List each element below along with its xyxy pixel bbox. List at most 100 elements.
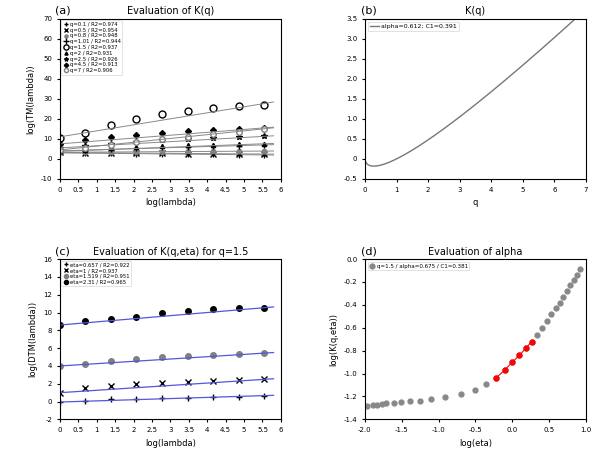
X-axis label: log(lambda): log(lambda) (145, 439, 196, 448)
eta=0.657 / R2=0.922 (133, 396, 140, 402)
Title: Evaluation of K(q): Evaluation of K(q) (127, 7, 214, 16)
q=7 / R2=0.906 (261, 126, 268, 131)
eta=1.519 / R2=0.951 (235, 351, 242, 357)
eta=0.657 / R2=0.922 (209, 394, 216, 400)
Text: (b): (b) (361, 6, 376, 16)
q=2.5 / R2=0.926 (235, 135, 242, 140)
Line: q=2 / R2=0.931: q=2 / R2=0.931 (58, 142, 266, 153)
eta=2.31 / R2=0.965 (133, 314, 140, 320)
Line: q=2.5 / R2=0.926: q=2.5 / R2=0.926 (57, 134, 267, 151)
Y-axis label: log(K(q,eta)): log(K(q,eta)) (329, 313, 338, 366)
Title: Evaluation of alpha: Evaluation of alpha (428, 247, 523, 257)
Line: q=1.5 / R2=0.937: q=1.5 / R2=0.937 (56, 101, 268, 141)
Legend: q=1.5 / alpha=0.675 / C1=0.381: q=1.5 / alpha=0.675 / C1=0.381 (368, 262, 469, 270)
q=0.1 / R2=0.974 (158, 151, 166, 157)
q=0.1 / R2=0.974 (261, 152, 268, 158)
q=7 / R2=0.906 (235, 129, 242, 135)
Line: q=1.01 / R2=0.944: q=1.01 / R2=0.944 (56, 141, 268, 154)
Line: q=7 / R2=0.906: q=7 / R2=0.906 (57, 126, 267, 153)
Line: eta=2.31 / R2=0.965: eta=2.31 / R2=0.965 (57, 305, 267, 328)
eta=2.31 / R2=0.965 (82, 319, 89, 324)
eta=0.657 / R2=0.922 (235, 394, 242, 399)
q=1.5 / R2=0.937 (209, 105, 216, 110)
q=0.1 / R2=0.974 (235, 152, 242, 158)
eta=1.519 / R2=0.951 (107, 358, 114, 363)
eta=1.519 / R2=0.951 (133, 356, 140, 362)
eta=1.519 / R2=0.951 (209, 352, 216, 358)
eta=2.31 / R2=0.965 (235, 305, 242, 311)
q=1.01 / R2=0.944 (235, 143, 242, 149)
Legend: q=0.1 / R2=0.974, q=0.5 / R2=0.954, q=0.8 / R2=0.948, q=1.01 / R2=0.944, q=1.5 /: q=0.1 / R2=0.974, q=0.5 / R2=0.954, q=0.… (62, 20, 123, 75)
q=2.5 / R2=0.926 (107, 141, 114, 147)
eta=0.657 / R2=0.922 (158, 395, 166, 401)
eta=1 / R2=0.937 (158, 380, 166, 386)
eta=2.31 / R2=0.965 (107, 316, 114, 322)
q=0.8 / R2=0.948 (158, 149, 166, 154)
q=1.01 / R2=0.944 (158, 144, 166, 150)
eta=1 / R2=0.937 (82, 385, 89, 391)
q=2.5 / R2=0.926 (184, 137, 191, 142)
q=0.8 / R2=0.948 (82, 149, 89, 155)
q=1.01 / R2=0.944 (261, 142, 268, 148)
q=0.5 / R2=0.954 (82, 150, 89, 156)
q=1.01 / R2=0.944 (82, 147, 89, 153)
Y-axis label: log(TM(lambda)): log(TM(lambda)) (26, 64, 35, 134)
Line: q=4.5 / R2=0.913: q=4.5 / R2=0.913 (58, 126, 266, 146)
q=2 / R2=0.931 (184, 143, 191, 148)
q=0.1 / R2=0.974 (209, 152, 216, 158)
q=4.5 / R2=0.913 (261, 125, 268, 130)
q=0.8 / R2=0.948 (261, 148, 268, 154)
Text: (a): (a) (56, 6, 71, 16)
q=1.5 / R2=0.937 (261, 102, 268, 108)
eta=1 / R2=0.937 (184, 379, 191, 385)
q=7 / R2=0.906 (158, 136, 166, 142)
q=2.5 / R2=0.926 (158, 137, 166, 143)
q=0.1 / R2=0.974 (56, 150, 63, 156)
eta=0.657 / R2=0.922 (82, 398, 89, 404)
q=2.5 / R2=0.926 (82, 143, 89, 149)
q=0.8 / R2=0.948 (184, 149, 191, 154)
q=2 / R2=0.931 (158, 144, 166, 149)
Legend: alpha=0.612; C1=0.391: alpha=0.612; C1=0.391 (368, 22, 459, 31)
eta=1 / R2=0.937 (261, 377, 268, 382)
q=0.5 / R2=0.954 (107, 151, 114, 156)
eta=1 / R2=0.937 (133, 381, 140, 387)
X-axis label: q: q (473, 198, 478, 207)
q=1.5 / R2=0.937 (82, 130, 89, 136)
q=2.5 / R2=0.926 (56, 145, 63, 151)
q=1.5 / R2=0.937 (56, 135, 63, 141)
eta=2.31 / R2=0.965 (209, 306, 216, 312)
q=4.5 / R2=0.913 (56, 141, 63, 147)
Text: (c): (c) (56, 246, 70, 256)
Text: (d): (d) (361, 246, 376, 256)
eta=1.519 / R2=0.951 (82, 362, 89, 367)
q=0.5 / R2=0.954 (56, 150, 63, 155)
q=2 / R2=0.931 (235, 142, 242, 147)
q=0.8 / R2=0.948 (209, 149, 216, 154)
q=0.5 / R2=0.954 (184, 151, 191, 157)
Legend: eta=0.657 / R2=0.922, eta=1 / R2=0.937, eta=1.519 / R2=0.951, eta=2.31 / R2=0.96: eta=0.657 / R2=0.922, eta=1 / R2=0.937, … (62, 260, 131, 286)
Line: q=0.1 / R2=0.974: q=0.1 / R2=0.974 (57, 150, 267, 158)
X-axis label: log(eta): log(eta) (459, 439, 492, 448)
eta=2.31 / R2=0.965 (158, 310, 166, 315)
q=1.01 / R2=0.944 (133, 145, 140, 151)
q=7 / R2=0.906 (209, 131, 216, 137)
Line: eta=0.657 / R2=0.922: eta=0.657 / R2=0.922 (57, 393, 267, 405)
q=0.5 / R2=0.954 (133, 151, 140, 156)
Line: q=0.8 / R2=0.948: q=0.8 / R2=0.948 (58, 149, 266, 154)
Title: Evaluation of K(q,eta) for q=1.5: Evaluation of K(q,eta) for q=1.5 (93, 247, 248, 257)
q=4.5 / R2=0.913 (184, 128, 191, 134)
eta=1.519 / R2=0.951 (56, 363, 63, 369)
q=7 / R2=0.906 (184, 134, 191, 140)
eta=0.657 / R2=0.922 (107, 397, 114, 402)
q=1.5 / R2=0.937 (158, 111, 166, 116)
q=0.5 / R2=0.954 (235, 151, 242, 157)
q=0.5 / R2=0.954 (261, 151, 268, 157)
eta=1.519 / R2=0.951 (184, 353, 191, 359)
q=1.01 / R2=0.944 (107, 146, 114, 152)
q=7 / R2=0.906 (56, 147, 63, 153)
q=4.5 / R2=0.913 (209, 127, 216, 133)
q=2 / R2=0.931 (82, 147, 89, 153)
q=0.8 / R2=0.948 (56, 150, 63, 155)
q=0.8 / R2=0.948 (133, 149, 140, 155)
